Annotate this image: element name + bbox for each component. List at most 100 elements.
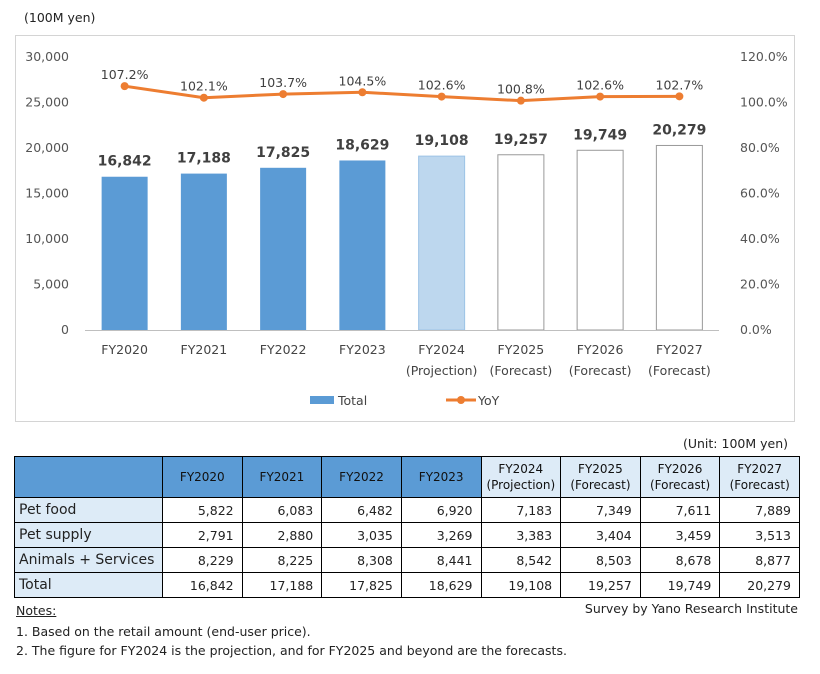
x-tick-label: FY2021: [181, 342, 228, 357]
table-cell: 3,269: [400, 522, 482, 548]
table-corner-cell: [14, 456, 163, 498]
chart-area: 0 5,000 10,000 15,000 20,000 25,000 30,000 0.0%…: [15, 35, 795, 422]
chart-unit-label: (100M yen): [24, 10, 96, 25]
yoy-point: [516, 96, 525, 105]
legend-marker-yoy: [457, 396, 465, 404]
y-tick-label: 15,000: [25, 186, 69, 201]
table-body: Pet food 5,822 6,083 6,482 6,920 7,183 7,349 7,…: [14, 497, 800, 598]
table-header-text: FY2024: [498, 462, 544, 476]
x-tick-label: FY2027: [656, 342, 703, 357]
y-tick-label: 10,000: [25, 231, 69, 246]
table-header-cell: FY2020: [162, 456, 243, 498]
table-header-text: FY2026: [657, 462, 703, 476]
table-cell: 19,108: [480, 572, 562, 598]
bar-total: [418, 155, 466, 331]
yoy-data-label: 102.6%: [576, 78, 624, 93]
yoy-line: [124, 84, 680, 103]
yoy-data-label: 102.7%: [656, 77, 704, 92]
table-header-text: FY2023: [418, 470, 464, 484]
yoy-point: [279, 90, 288, 99]
table-header-text: (Forecast): [729, 478, 790, 492]
bar-data-label: 19,749: [573, 127, 627, 143]
bar-data-label: 17,825: [256, 145, 310, 161]
table-cell: 6,482: [321, 497, 402, 523]
yoy-point: [358, 88, 367, 97]
table-row-label: Pet food: [14, 497, 163, 523]
bar-data-label: 19,108: [415, 133, 469, 149]
table-cell: 7,183: [480, 497, 562, 523]
y2-tick-label: 60.0%: [740, 186, 780, 201]
table-cell: 18,629: [400, 572, 482, 598]
table-header-cell: FY2022: [321, 456, 402, 498]
table-cell: 3,383: [480, 522, 562, 548]
table-cell: 2,880: [241, 522, 323, 548]
table-row-label: Total: [14, 572, 163, 598]
table-header-cell: FY2023: [400, 456, 482, 498]
y2-tick-label: 80.0%: [740, 140, 780, 155]
table-cell: 8,308: [321, 547, 402, 573]
table-cell: 20,279: [719, 572, 800, 598]
table-cell: 19,749: [639, 572, 721, 598]
bar-data-label: 20,279: [652, 122, 706, 138]
table-row: Total 16,842 17,188 17,825 18,629 19,108 19,25…: [14, 572, 800, 598]
y-tick-label: 30,000: [25, 49, 69, 64]
y2-tick-label: 0.0%: [740, 322, 772, 337]
x-tick-label: FY2023: [339, 342, 386, 357]
table-row-label: Animals + Services: [14, 547, 163, 573]
yoy-data-label: 103.7%: [259, 75, 307, 90]
source-credit: Survey by Yano Research Institute: [584, 601, 798, 616]
yoy-data-label: 102.1%: [180, 79, 228, 94]
table-cell: 8,503: [560, 547, 641, 573]
yoy-data-label: 100.8%: [497, 82, 545, 97]
table-header-text: (Projection): [486, 478, 556, 492]
table-cell: 17,188: [241, 572, 323, 598]
table-cell: 2,791: [162, 522, 243, 548]
bar-total: [497, 154, 545, 331]
table-header-cell: FY2026 (Forecast): [639, 456, 721, 498]
bar-total: [339, 160, 386, 330]
table-row: Pet supply 2,791 2,880 3,035 3,269 3,383 3,404…: [14, 522, 800, 548]
bar-total: [180, 173, 227, 330]
legend-swatch-total: [310, 396, 334, 404]
x-tick-label: FY2020: [101, 342, 148, 357]
table-header-row: FY2020 FY2021 FY2022 FY2023 FY2024 (Projectio…: [14, 456, 800, 498]
notes-heading: Notes:: [16, 603, 57, 618]
table-cell: 8,229: [162, 547, 243, 573]
yoy-point: [199, 93, 208, 102]
y-tick-label: 5,000: [33, 277, 69, 292]
table-header-cell: FY2024 (Projection): [480, 456, 562, 498]
table-cell: 3,404: [560, 522, 641, 548]
table-cell: 17,825: [321, 572, 402, 598]
table-cell: 3,513: [719, 522, 800, 548]
table-cell: 8,678: [639, 547, 721, 573]
x-tick-label: FY2024: [418, 342, 465, 357]
table-cell: 3,035: [321, 522, 402, 548]
x-tick-label: FY2022: [260, 342, 307, 357]
y2-tick-label: 120.0%: [740, 49, 788, 64]
table-cell: 7,349: [560, 497, 641, 523]
table-header-cell: FY2021: [241, 456, 323, 498]
table-header-text: FY2020: [179, 470, 225, 484]
table-cell: 7,611: [639, 497, 721, 523]
x-tick-label: FY2026: [577, 342, 624, 357]
y2-tick-label: 20.0%: [740, 277, 780, 292]
table-row: Animals + Services 8,229 8,225 8,308 8,441 8,…: [14, 547, 800, 573]
yoy-point: [437, 92, 446, 101]
table-unit-label: (Unit: 100M yen): [682, 436, 788, 451]
bar-data-label: 19,257: [494, 132, 548, 148]
x-tick-label: (Forecast): [648, 363, 711, 378]
yoy-data-label: 107.2%: [101, 67, 149, 82]
table-header-text: FY2025: [578, 462, 623, 476]
legend-label-yoy: YoY: [477, 393, 500, 408]
table-cell: 5,822: [162, 497, 243, 523]
data-table: FY2020 FY2021 FY2022 FY2023 FY2024 (Projectio…: [14, 456, 800, 598]
note-1: 1. Based on the retail amount (end-user …: [16, 624, 311, 639]
bar-total: [101, 176, 148, 330]
yoy-point: [675, 92, 684, 101]
table-cell: 16,842: [162, 572, 243, 598]
table-cell: 19,257: [560, 572, 641, 598]
x-tick-label: (Forecast): [490, 363, 553, 378]
table-cell: 8,225: [241, 547, 323, 573]
table-cell: 8,441: [400, 547, 482, 573]
table-header-cell: FY2027 (Forecast): [719, 456, 800, 498]
